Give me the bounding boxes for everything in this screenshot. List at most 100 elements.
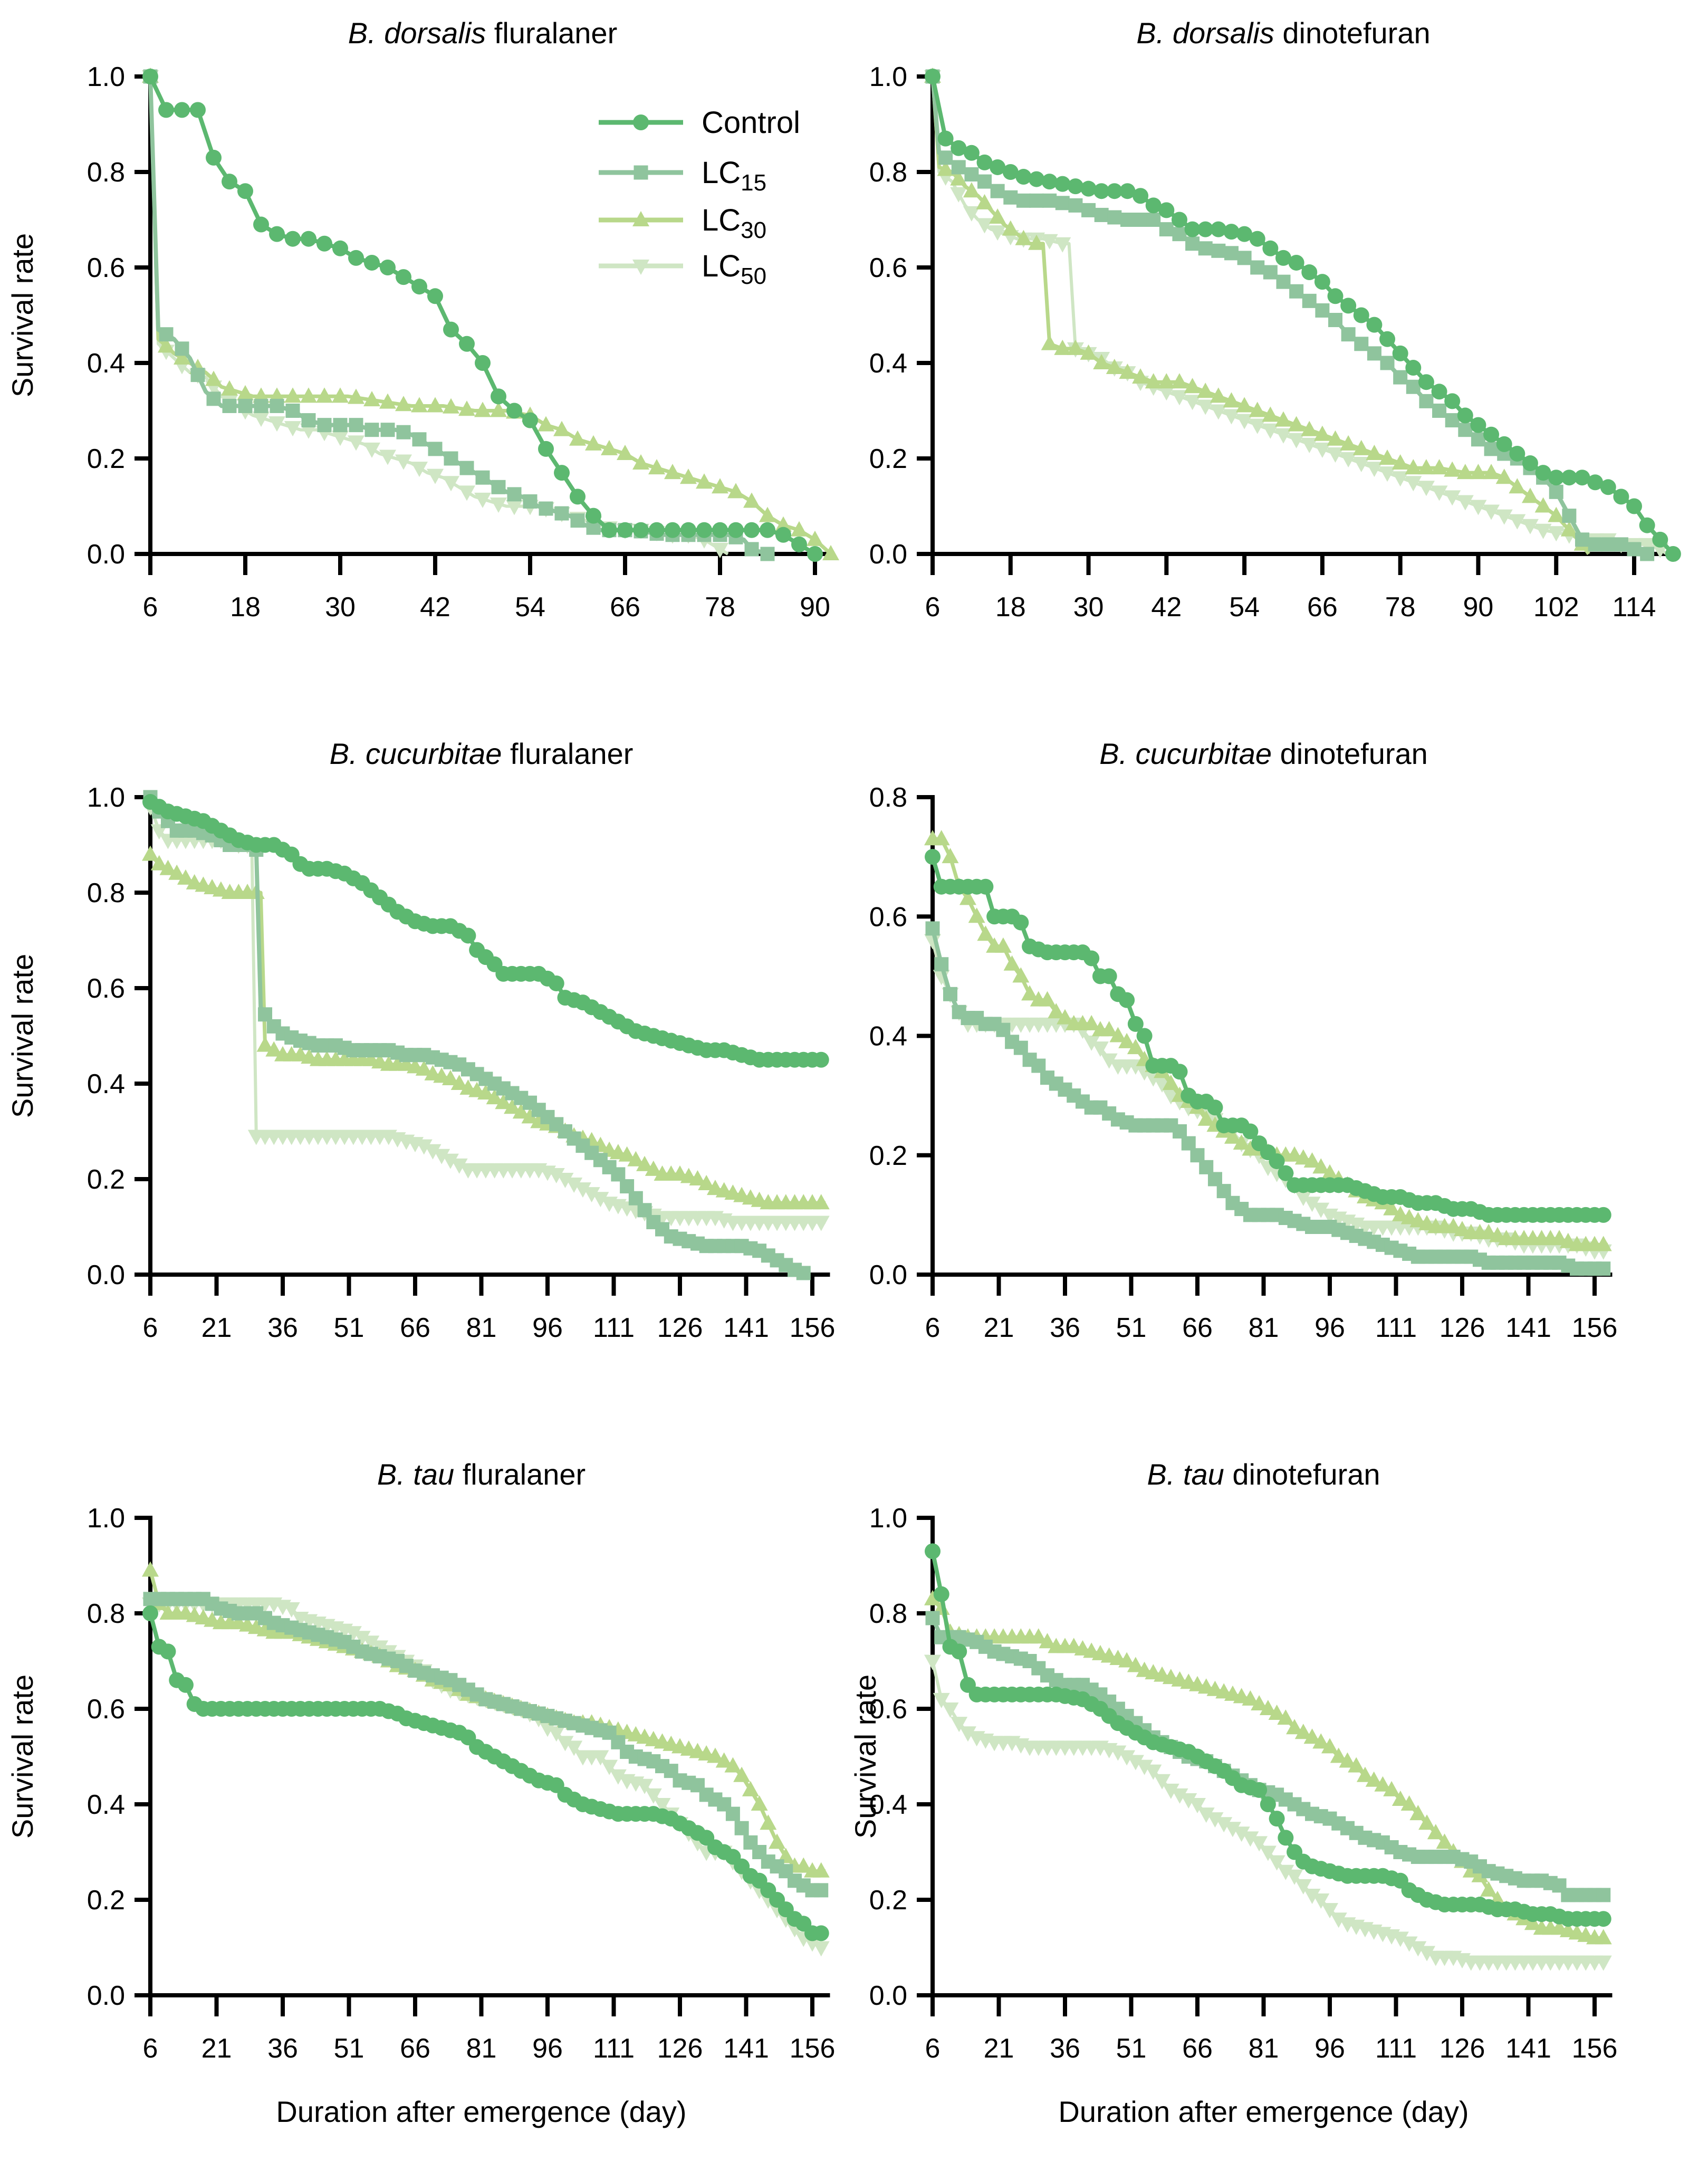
x-tick-label: 66 — [1182, 1313, 1213, 1343]
b-cucurbitae-fluralaner-series-control — [142, 794, 829, 1068]
x-tick-label: 51 — [334, 2033, 364, 2064]
y-tick-label: 0.6 — [869, 253, 907, 283]
y-tick-label: 0.2 — [87, 444, 125, 474]
b-tau-fluralaner-series-lc15 — [143, 1592, 829, 1898]
b-cucurbitae-fluralaner-lc15-markers — [143, 790, 811, 1280]
x-tick-label: 30 — [1073, 592, 1104, 623]
y-tick-label: 0.0 — [869, 1260, 907, 1290]
b-tau-fluralaner-lc15-markers — [143, 1592, 829, 1898]
x-tick-label: 156 — [790, 2033, 836, 2064]
legend-label: LC15 — [702, 156, 766, 196]
b-tau-dinotefuran-series-lc15 — [925, 1611, 1611, 1902]
b-cucurbitae-dinotefuran-axes — [917, 795, 1613, 1296]
b-tau-fluralaner-series-lc50 — [142, 1597, 830, 1957]
x-tick-label: 96 — [532, 2033, 563, 2064]
x-tick-label: 126 — [1440, 1313, 1485, 1343]
b-tau-dinotefuran-series-lc30 — [924, 1590, 1612, 1945]
x-tick-label: 54 — [1229, 592, 1260, 623]
y-tick-label: 0.6 — [87, 253, 125, 283]
x-tick-label: 21 — [201, 1313, 232, 1343]
b-cucurbitae-fluralaner-control-markers — [142, 794, 829, 1068]
b-tau-dinotefuran-x-axis-label: Duration after emergence (day) — [1058, 2095, 1469, 2128]
y-tick-label: 0.8 — [869, 157, 907, 188]
x-tick-label: 30 — [325, 592, 356, 623]
chart-b-cucurbitae-fluralaner: 0.0 0.2 0.4 0.6 0.8 1.0 6 21 36 51 66 81 96 111 126 141… — [6, 737, 835, 1343]
b-tau-fluralaner-x-axis-label: Duration after emergence (day) — [276, 2095, 686, 2128]
b-tau-fluralaner-control-markers — [142, 1605, 829, 1941]
title-treatment: dinotefuran — [1274, 16, 1431, 50]
legend-item-lc30: LC30 — [599, 203, 766, 243]
b-dorsalis-fluralaner-series-lc50 — [142, 70, 729, 558]
x-tick-label: 111 — [593, 1313, 635, 1343]
x-tick-label: 96 — [532, 1313, 563, 1343]
x-tick-label: 42 — [1151, 592, 1182, 623]
x-tick-label: 78 — [705, 592, 735, 623]
b-cucurbitae-fluralaner-lc50-markers — [142, 800, 830, 1231]
x-tick-label: 66 — [400, 2033, 430, 2064]
b-tau-dinotefuran-control-line — [930, 1551, 1604, 1921]
b-dorsalis-fluralaner-title: B. dorsalis fluralaner — [348, 16, 617, 50]
b-tau-fluralaner-axes — [135, 1516, 830, 2016]
x-tick-label: 66 — [1182, 2033, 1213, 2064]
b-cucurbitae-dinotefuran-control-markers — [925, 849, 1611, 1223]
x-tick-label: 111 — [1375, 1313, 1417, 1343]
b-cucurbitae-dinotefuran-lc15-markers — [925, 921, 1611, 1276]
b-tau-dinotefuran-control-markers — [925, 1543, 1611, 1927]
b-tau-dinotefuran-title: B. tau dinotefuran — [1147, 1458, 1380, 1491]
y-tick-label: 0.6 — [87, 973, 125, 1004]
legend-item-lc15: LC15 — [599, 156, 766, 196]
y-tick-label: 0.8 — [87, 878, 125, 908]
x-tick-label: 18 — [230, 592, 261, 623]
y-tick-label: 1.0 — [87, 1503, 125, 1534]
b-cucurbitae-fluralaner-lc15-line — [148, 796, 809, 1277]
x-tick-label: 141 — [1505, 1313, 1551, 1343]
title-treatment: fluralaner — [502, 737, 633, 770]
b-cucurbitae-fluralaner-title: B. cucurbitae fluralaner — [330, 737, 634, 770]
b-cucurbitae-fluralaner-y-axis-label: Survival rate — [6, 954, 39, 1118]
b-tau-dinotefuran-lc30-markers — [924, 1590, 1612, 1945]
chart-b-dorsalis-fluralaner: 0.0 0.2 0.4 0.6 0.8 1.0 6 18 30 42 54 66 78 90 B. dors… — [6, 16, 839, 623]
x-tick-label: 36 — [1050, 1313, 1080, 1343]
b-cucurbitae-dinotefuran-lc30-markers — [924, 830, 1612, 1251]
b-dorsalis-dinotefuran-lc30-markers — [924, 68, 1591, 551]
b-tau-fluralaner-series-control — [142, 1605, 829, 1941]
title-treatment: dinotefuran — [1224, 1458, 1380, 1491]
x-tick-label: 36 — [267, 1313, 298, 1343]
y-tick-label: 1.0 — [87, 62, 125, 92]
chart-b-tau-dinotefuran: 0.0 0.2 0.4 0.6 0.8 1.0 6 21 36 51 66 81 96 111 126 141… — [853, 1458, 1618, 2128]
legend-label: LC50 — [702, 249, 766, 289]
y-tick-label: 1.0 — [87, 782, 125, 813]
b-dorsalis-fluralaner-lc50-line — [149, 76, 729, 556]
b-tau-dinotefuran-series-lc50 — [924, 1654, 1612, 1971]
x-tick-label: 90 — [800, 592, 830, 623]
b-tau-fluralaner-series-lc30 — [142, 1561, 830, 1878]
x-tick-label: 51 — [1116, 2033, 1147, 2064]
b-dorsalis-fluralaner-lc15-line — [148, 76, 769, 556]
b-tau-fluralaner-title: B. tau fluralaner — [377, 1458, 586, 1491]
y-tick-label: 0.2 — [869, 444, 907, 474]
x-tick-label: 66 — [1307, 592, 1338, 623]
chart-b-cucurbitae-dinotefuran: 0.0 0.2 0.4 0.6 0.8 6 21 36 51 66 81 96 111 126 141 156… — [869, 737, 1618, 1343]
b-dorsalis-dinotefuran-series-control — [925, 69, 1681, 562]
title-species: B. dorsalis — [1136, 16, 1274, 50]
b-cucurbitae-dinotefuran-title: B. cucurbitae dinotefuran — [1099, 737, 1428, 770]
y-tick-label: 0.0 — [869, 539, 907, 570]
x-tick-label: 51 — [334, 1313, 364, 1343]
b-dorsalis-dinotefuran-lc30-line — [930, 76, 1590, 555]
x-tick-label: 156 — [1572, 2033, 1618, 2064]
b-dorsalis-dinotefuran-series-lc15 — [925, 69, 1655, 561]
y-tick-label: 0.4 — [87, 348, 125, 379]
b-dorsalis-fluralaner-lc30-markers — [142, 68, 839, 560]
b-tau-dinotefuran-tick-labels: 0.0 0.2 0.4 0.6 0.8 1.0 6 21 36 51 66 81 96 111 126 141… — [869, 1503, 1618, 2064]
b-tau-dinotefuran-lc15-markers — [925, 1611, 1611, 1902]
b-dorsalis-fluralaner-tick-labels: 0.0 0.2 0.4 0.6 0.8 1.0 6 18 30 42 54 66 78 90 — [87, 62, 830, 623]
b-tau-dinotefuran-series-control — [925, 1543, 1611, 1927]
y-tick-label: 0.6 — [869, 1694, 907, 1725]
legend-label: LC30 — [702, 203, 766, 243]
x-tick-label: 6 — [143, 1313, 158, 1343]
x-tick-label: 36 — [267, 2033, 298, 2064]
title-treatment: fluralaner — [454, 1458, 586, 1491]
x-tick-label: 96 — [1314, 1313, 1345, 1343]
x-tick-label: 114 — [1613, 592, 1656, 623]
x-tick-label: 90 — [1463, 592, 1494, 623]
